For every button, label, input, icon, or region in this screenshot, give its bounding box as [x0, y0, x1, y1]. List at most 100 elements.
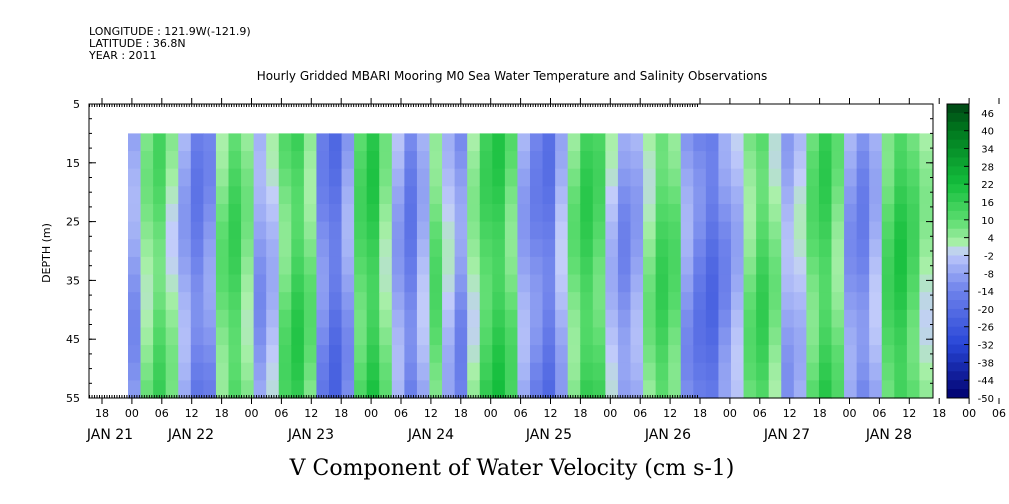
heatmap-cell [228, 309, 242, 329]
x-day-labels: JAN 21 JAN 22 JAN 23 JAN 24 JAN 25 JAN 26 JAN … [86, 427, 912, 443]
heatmap-cell [329, 309, 343, 329]
heatmap-cell [178, 380, 192, 399]
heatmap-cell [140, 309, 154, 329]
heatmap-cell [592, 221, 606, 240]
heatmap-cell [605, 345, 619, 364]
heatmap-cell [542, 274, 556, 293]
heatmap-cell [680, 327, 694, 346]
heatmap-cell [580, 133, 594, 152]
heatmap-cell [680, 168, 694, 187]
heatmap-cell [391, 239, 405, 258]
x-hour-label: 12 [902, 407, 916, 420]
y-tick-label: 35 [66, 274, 80, 287]
heatmap-cell [454, 168, 468, 187]
heatmap-cell [165, 221, 179, 240]
colorbar-step [947, 389, 969, 399]
heatmap-cell [856, 221, 870, 240]
heatmap-cell [391, 274, 405, 293]
y-ticks: 5 15 25 35 45 55 [66, 98, 933, 405]
heatmap-cell [617, 256, 632, 276]
heatmap-cell [429, 203, 443, 223]
heatmap-cell [919, 380, 933, 399]
heatmap-cell [580, 221, 594, 240]
heatmap-cell [467, 151, 481, 170]
heatmap-cell [454, 292, 468, 311]
heatmap-cell [793, 256, 807, 276]
heatmap-cell [705, 345, 720, 364]
heatmap-cell [894, 168, 908, 187]
heatmap-cell [429, 362, 443, 381]
heatmap-cell [668, 133, 682, 152]
heatmap-cell [454, 239, 468, 258]
heatmap-cell [831, 292, 845, 311]
heatmap-cell [479, 380, 493, 399]
heatmap-cell [228, 362, 242, 381]
heatmap-cell [731, 345, 745, 364]
heatmap-cell [693, 151, 707, 170]
heatmap-cell [442, 327, 456, 346]
heatmap-cell [831, 345, 845, 364]
heatmap-cell [768, 221, 782, 240]
heatmap-cell [379, 309, 393, 329]
heatmap-cell [429, 274, 443, 293]
heatmap-cell [655, 274, 669, 293]
heatmap-cell [354, 221, 368, 240]
heatmap-cell [241, 256, 255, 276]
heatmap-cell [341, 274, 355, 293]
heatmap-cell [128, 151, 142, 170]
heatmap-cell [190, 151, 204, 170]
x-hour-label: 00 [484, 407, 498, 420]
heatmap-cell [128, 292, 142, 311]
heatmap-cell [165, 186, 179, 205]
longitude-label: LONGITUDE : 121.9W(-121.9) [89, 25, 251, 38]
heatmap-cell [592, 362, 606, 381]
heatmap-cell [454, 309, 468, 329]
heatmap-cell [781, 362, 795, 381]
colorbar-ticks: 46 40 34 28 22 16 10 4 -2 -8 -14 -20 -26 -32 -38 -44 -50 [964, 109, 994, 405]
heatmap-cell [140, 203, 154, 223]
heatmap-cell [743, 168, 757, 187]
colorbar-step [947, 219, 969, 230]
heatmap-cell [316, 362, 330, 381]
heatmap-cell [228, 221, 242, 240]
heatmap-cell [743, 133, 757, 152]
heatmap-cell [354, 203, 368, 223]
heatmap-cell [530, 292, 544, 311]
heatmap-cell [241, 327, 255, 346]
heatmap-cell [743, 345, 757, 364]
heatmap-cell [379, 133, 393, 152]
colorbar-step [947, 148, 969, 158]
heatmap-cell [316, 327, 330, 346]
heatmap-cell [555, 274, 569, 293]
heatmap-cell [756, 221, 770, 240]
x-hour-label: 12 [424, 407, 438, 420]
heatmap-cell [743, 221, 757, 240]
heatmap-cell [806, 151, 820, 170]
heatmap-cell [416, 274, 431, 293]
heatmap-cell [643, 345, 657, 364]
heatmap-cell [266, 380, 280, 399]
heatmap-cell [856, 345, 870, 364]
heatmap-cell [329, 168, 343, 187]
heatmap-cell [454, 256, 468, 276]
heatmap-cell [253, 151, 267, 170]
heatmap-cell [592, 186, 606, 205]
heatmap-cell [241, 168, 255, 187]
heatmap-cell [793, 186, 807, 205]
heatmap-cell [517, 168, 531, 187]
heatmap-cell [856, 309, 870, 329]
heatmap-cell [215, 186, 230, 205]
heatmap-cell [881, 221, 895, 240]
heatmap-cell [668, 327, 682, 346]
heatmap-cell [731, 256, 745, 276]
colorbar-step [947, 380, 969, 390]
colorbar-step [947, 326, 969, 337]
heatmap-cell [128, 327, 142, 346]
heatmap-cell [128, 133, 142, 152]
colorbar-tick-label: 16 [981, 198, 994, 209]
heatmap-cell [316, 203, 330, 223]
heatmap-cell [178, 186, 192, 205]
heatmap-cell [329, 274, 343, 293]
heatmap-cell [655, 345, 669, 364]
heatmap-cell [442, 151, 456, 170]
